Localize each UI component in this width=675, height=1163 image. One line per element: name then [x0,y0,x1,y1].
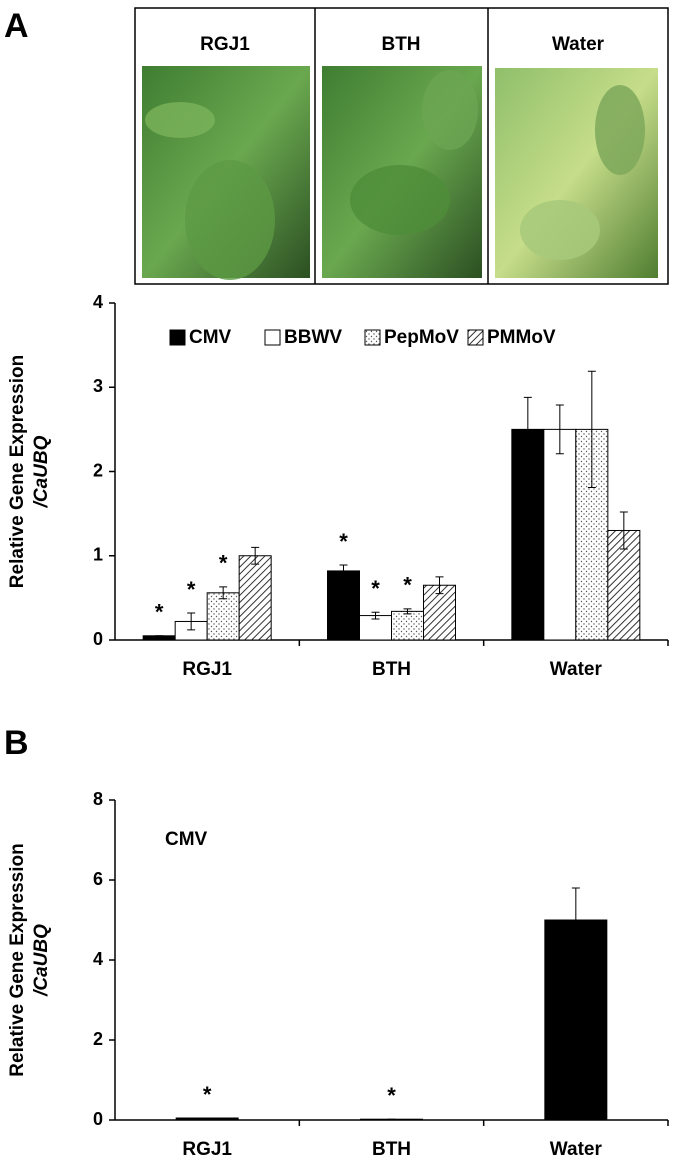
error-bar [371,611,380,620]
error-bar [587,370,596,489]
legend-swatch [364,329,381,346]
y-axis-label: Relative Gene Expression [7,843,28,1076]
error-bar [187,612,196,631]
error-bar [219,586,228,600]
y-tick-label: 1 [93,545,103,565]
y-axis-label: Relative Gene Expression [7,355,28,588]
y-tick-label: 4 [93,292,103,312]
significance-label: * [387,1083,396,1108]
bar [543,428,577,641]
photo-detail [595,85,645,175]
legend-label: BBWV [284,327,342,348]
photo-label: BTH [381,34,420,55]
significance-label: * [219,551,228,576]
error-bar [339,564,348,578]
photo-detail [185,160,275,280]
y-axis-label: /CaUBQ [31,924,52,997]
x-tick-label: Water [550,659,603,680]
x-tick-label: BTH [372,659,411,680]
significance-label: * [371,576,380,601]
y-tick-label: 2 [93,460,103,480]
legend-swatch [169,329,186,346]
photo-detail [520,200,600,260]
photo-detail [422,70,478,150]
error-bar [619,511,628,550]
y-tick-label: 8 [93,789,103,809]
bar [238,555,272,641]
y-tick-label: 6 [93,869,103,889]
bar [391,610,424,641]
photo-label: RGJ1 [200,34,250,55]
photo-detail [145,102,215,138]
y-tick-label: 0 [93,1109,103,1129]
y-tick-label: 2 [93,1029,103,1049]
error-bar [435,576,444,595]
x-tick-label: Water [550,1139,603,1160]
bar [142,635,176,641]
bar [544,919,608,1121]
legend-label: PepMoV [384,327,459,348]
error-bar [555,404,564,455]
bar [511,428,545,641]
y-axis-label: /CaUBQ [31,435,52,508]
panel-label: A [4,7,29,45]
significance-label: * [403,573,412,598]
x-tick-label: RGJ1 [182,659,232,680]
significance-label: * [155,600,164,625]
x-tick-label: BTH [372,1139,411,1160]
significance-label: * [203,1082,212,1107]
legend-label: CMV [189,327,232,348]
error-bar [251,546,260,565]
y-tick-label: 0 [93,629,103,649]
legend-label: PMMoV [487,327,556,348]
x-tick-label: RGJ1 [182,1139,232,1160]
error-bar [571,887,580,953]
legend-label: CMV [165,829,208,850]
bar [327,570,360,641]
significance-label: * [339,529,348,554]
panel-label: B [4,724,29,762]
legend-swatch [467,329,484,346]
y-tick-label: 3 [93,376,103,396]
photo-label: Water [552,34,605,55]
error-bar [403,608,412,615]
error-bar [523,396,532,462]
legend-swatch [264,329,281,346]
photo-detail [350,165,450,235]
significance-label: * [187,577,196,602]
y-tick-label: 4 [93,949,103,969]
bar [206,592,240,641]
